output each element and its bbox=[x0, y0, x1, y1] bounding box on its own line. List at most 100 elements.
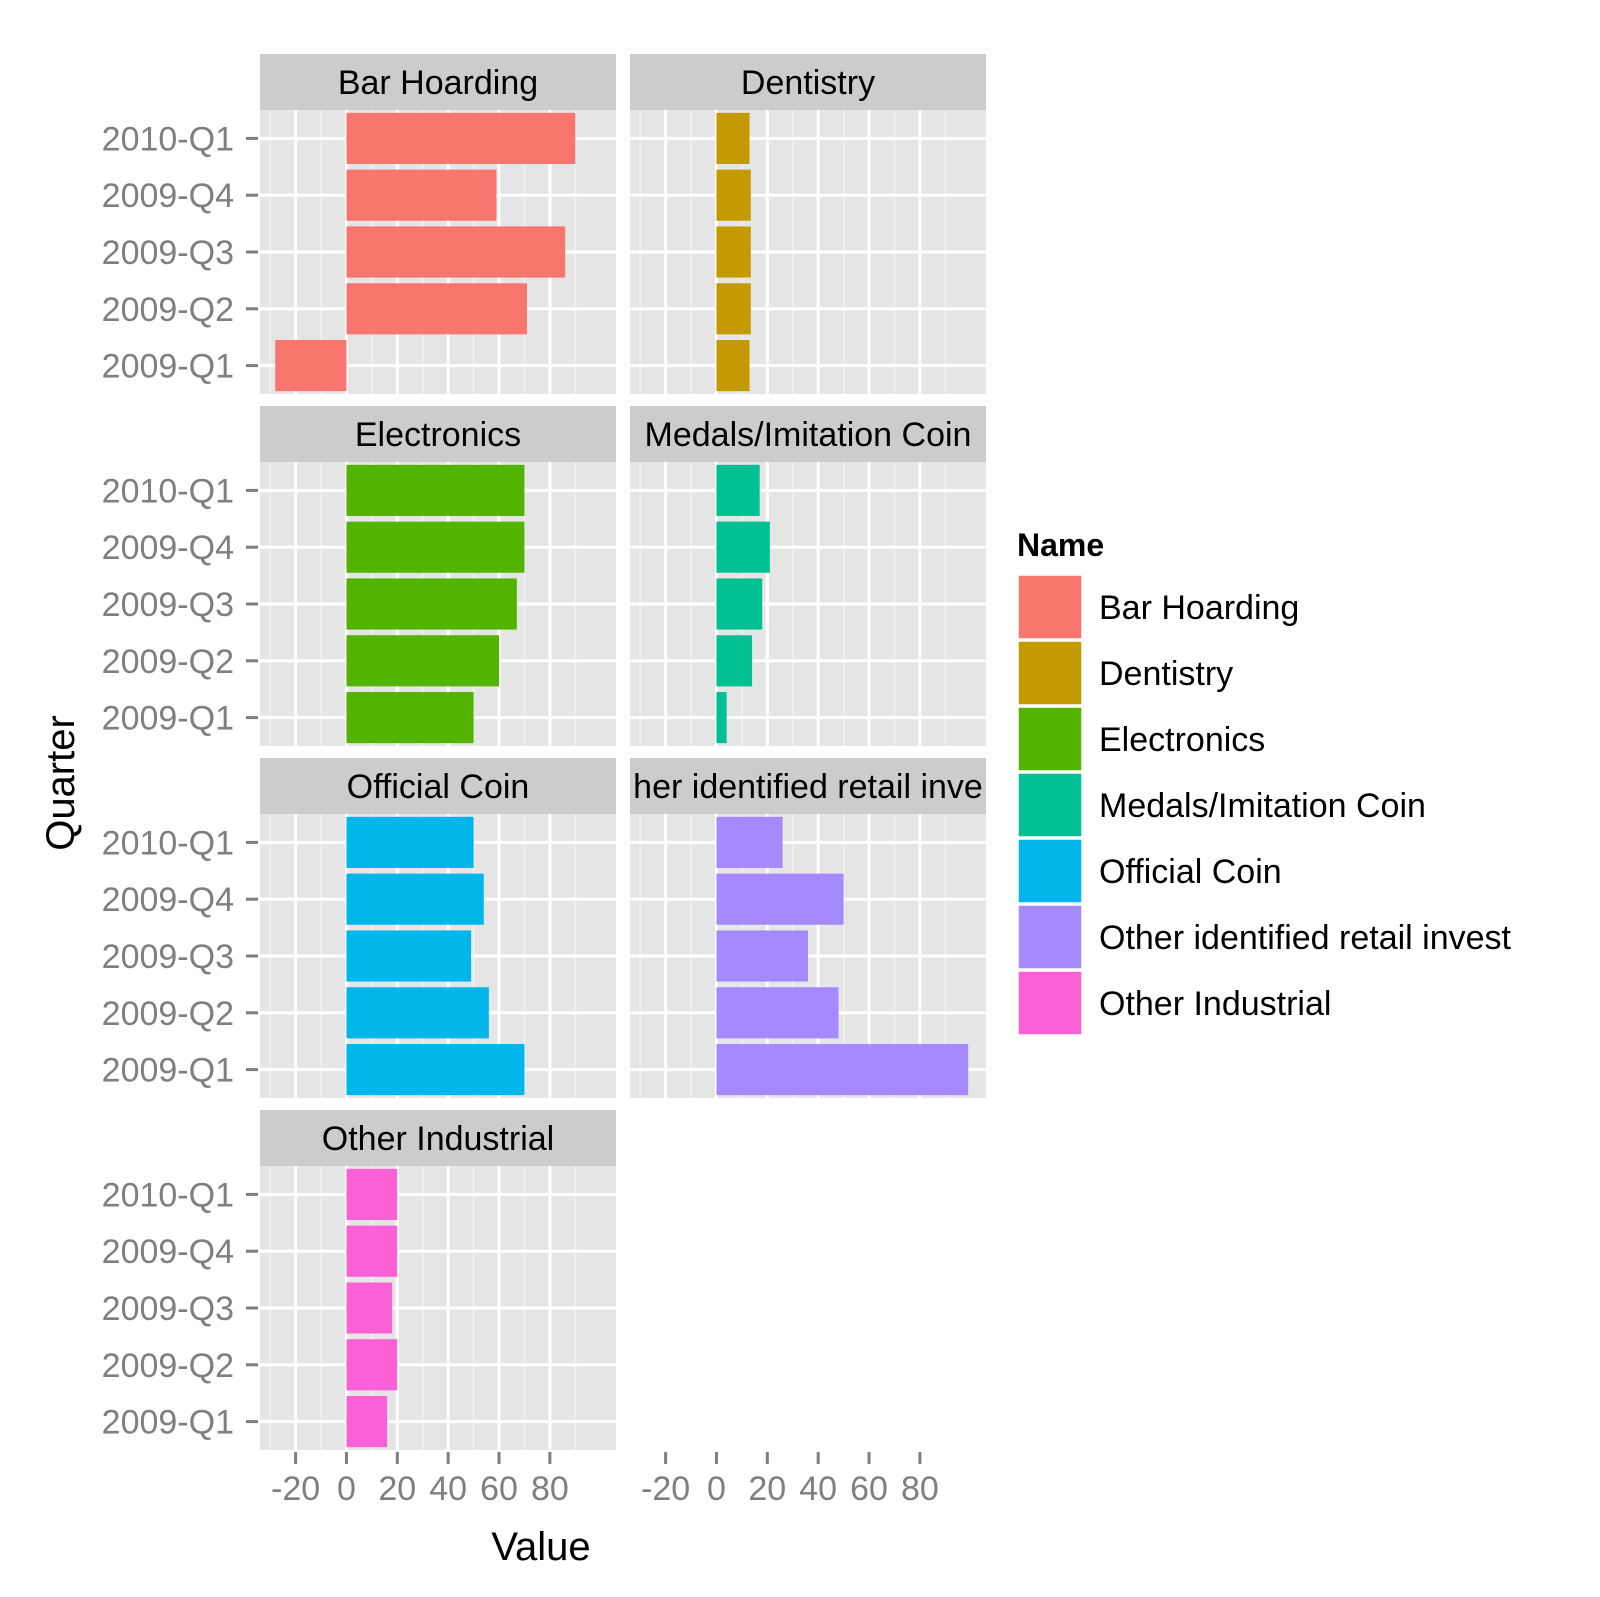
y-tick-label: 2009-Q3 bbox=[102, 1290, 234, 1328]
x-tick-label: 60 bbox=[850, 1470, 888, 1508]
x-axes: -20 0 20 40 60 80 -20 0 20 40 60 80 bbox=[271, 1452, 939, 1508]
y-tick-label: 2010-Q1 bbox=[102, 824, 234, 862]
bar bbox=[346, 1225, 398, 1277]
facet-strip-label: Official Coin bbox=[347, 768, 530, 806]
facet-panel: Official Coin bbox=[260, 758, 616, 1098]
facet-strip bbox=[260, 1110, 616, 1166]
y-tick-label: 2009-Q2 bbox=[102, 1347, 234, 1385]
bar bbox=[346, 283, 527, 335]
x-axis-title: Value bbox=[491, 1525, 590, 1569]
bar bbox=[716, 521, 770, 573]
y-axes: 2009-Q1 2009-Q2 2009-Q3 2009-Q4 2010-Q1 2009-… bbox=[102, 120, 258, 1442]
x-tick-label: 80 bbox=[901, 1470, 939, 1508]
facet-strip bbox=[260, 758, 616, 814]
y-tick-label: 2009-Q3 bbox=[102, 234, 234, 272]
bar bbox=[346, 1282, 393, 1334]
bar bbox=[346, 226, 566, 278]
legend-label: Medals/Imitation Coin bbox=[1099, 787, 1426, 825]
facet-strip bbox=[630, 406, 986, 462]
facet-panel: Other Industrial bbox=[260, 1110, 616, 1450]
facet-strip-label: Other Industrial bbox=[322, 1120, 554, 1158]
legend-label: Electronics bbox=[1099, 721, 1265, 759]
bar bbox=[346, 816, 474, 868]
bar bbox=[716, 930, 808, 982]
bar bbox=[716, 635, 753, 687]
legend-items: Bar Hoarding Dentistry Electronics Medals/I… bbox=[1017, 574, 1512, 1036]
x-tick-label: -20 bbox=[641, 1470, 690, 1508]
facet-panel: her identified retail inve bbox=[630, 758, 986, 1098]
y-tick-label: 2009-Q1 bbox=[102, 1052, 234, 1090]
bar bbox=[346, 521, 525, 573]
y-tick-label: 2010-Q1 bbox=[102, 120, 234, 158]
facet-strip-label: Electronics bbox=[355, 416, 521, 454]
bar bbox=[346, 464, 525, 516]
legend-label: Official Coin bbox=[1099, 853, 1282, 891]
bar bbox=[346, 1339, 398, 1391]
bar bbox=[346, 987, 489, 1039]
legend-swatch bbox=[1017, 640, 1083, 706]
legend-swatch bbox=[1017, 904, 1083, 970]
facet-strip bbox=[630, 54, 986, 110]
y-axis-title: Quarter bbox=[39, 715, 83, 851]
bar bbox=[275, 340, 347, 392]
facet-panels: Bar Hoarding Dentistry Electronics Medals/I… bbox=[260, 54, 986, 1450]
legend-label: Dentistry bbox=[1099, 655, 1233, 693]
bar bbox=[346, 692, 474, 744]
y-tick-label: 2009-Q4 bbox=[102, 1233, 234, 1271]
legend-title: Name bbox=[1017, 527, 1104, 563]
facet-panel: Dentistry bbox=[630, 54, 986, 394]
legend-label: Bar Hoarding bbox=[1099, 589, 1299, 627]
y-tick-label: 2009-Q1 bbox=[102, 1404, 234, 1442]
bar bbox=[716, 987, 839, 1039]
bar bbox=[716, 1044, 969, 1096]
legend-swatch bbox=[1017, 772, 1083, 838]
bar bbox=[716, 816, 783, 868]
y-tick-label: 2009-Q4 bbox=[102, 529, 234, 567]
y-tick-label: 2009-Q4 bbox=[102, 177, 234, 215]
x-tick-label: 80 bbox=[531, 1470, 569, 1508]
bar bbox=[716, 112, 750, 164]
x-tick-label: 20 bbox=[378, 1470, 416, 1508]
y-tick-label: 2009-Q1 bbox=[102, 700, 234, 738]
bar bbox=[716, 873, 844, 925]
bar bbox=[716, 169, 751, 221]
x-tick-label: 20 bbox=[748, 1470, 786, 1508]
legend-swatch bbox=[1017, 706, 1083, 772]
facet-panel: Electronics bbox=[260, 406, 616, 746]
x-tick-label: 40 bbox=[429, 1470, 467, 1508]
legend: Name Bar Hoarding Dentistry Electronics Med… bbox=[1017, 527, 1512, 1036]
x-tick-label: 60 bbox=[480, 1470, 518, 1508]
bar bbox=[716, 692, 727, 744]
facet-strip-label: Bar Hoarding bbox=[338, 64, 538, 102]
y-tick-label: 2009-Q2 bbox=[102, 995, 234, 1033]
bar bbox=[346, 873, 484, 925]
y-tick-label: 2009-Q2 bbox=[102, 643, 234, 681]
legend-label: Other Industrial bbox=[1099, 985, 1331, 1023]
y-tick-label: 2010-Q1 bbox=[102, 1176, 234, 1214]
bar bbox=[716, 283, 751, 335]
x-tick-label: 0 bbox=[707, 1470, 726, 1508]
bar bbox=[716, 226, 751, 278]
bar bbox=[346, 578, 517, 630]
bar bbox=[346, 169, 497, 221]
x-tick-label: -20 bbox=[271, 1470, 320, 1508]
y-tick-label: 2010-Q1 bbox=[102, 472, 234, 510]
y-tick-label: 2009-Q4 bbox=[102, 881, 234, 919]
x-tick-label: 0 bbox=[337, 1470, 356, 1508]
facet-strip-label: her identified retail inve bbox=[633, 768, 983, 806]
y-tick-label: 2009-Q3 bbox=[102, 938, 234, 976]
legend-swatch bbox=[1017, 838, 1083, 904]
facet-strip-label: Dentistry bbox=[741, 64, 875, 102]
legend-label: Other identified retail invest bbox=[1099, 919, 1512, 957]
facet-strip bbox=[260, 54, 616, 110]
facet-panel: Medals/Imitation Coin bbox=[630, 406, 986, 746]
x-tick-label: 40 bbox=[799, 1470, 837, 1508]
facet-strip-label: Medals/Imitation Coin bbox=[645, 416, 972, 454]
facet-panel: Bar Hoarding bbox=[260, 54, 616, 394]
bar bbox=[346, 1396, 388, 1448]
facet-strip bbox=[630, 758, 986, 814]
y-tick-label: 2009-Q3 bbox=[102, 586, 234, 624]
facet-strip bbox=[260, 406, 616, 462]
bar bbox=[716, 464, 760, 516]
